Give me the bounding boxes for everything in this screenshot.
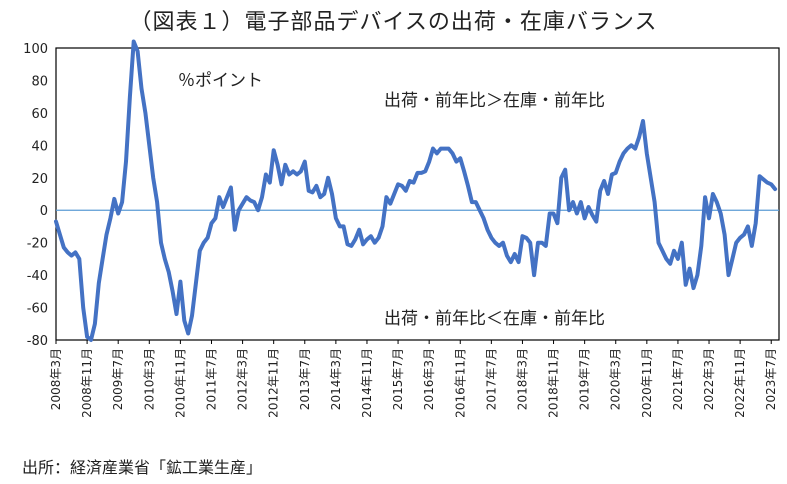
- plot-frame: [55, 47, 780, 341]
- annotation-upper: 出荷・前年比＞在庫・前年比: [384, 91, 605, 111]
- y-tick-label: 0: [40, 204, 48, 219]
- y-tick-label: -40: [27, 269, 48, 284]
- x-tick-label: 2011年7月: [204, 348, 218, 410]
- x-tick-label: 2016年11月: [453, 348, 467, 418]
- x-tick-label: 2014年11月: [360, 348, 374, 418]
- x-tick-label: 2009年7月: [111, 348, 125, 410]
- series-line-shipment-inventory-balance: [54, 39, 778, 342]
- x-tick-label: 2023年7月: [764, 348, 778, 410]
- annotation-lower: 出荷・前年比＜在庫・前年比: [384, 309, 605, 329]
- y-tick-label: -20: [27, 237, 48, 252]
- unit-label: ％ポイント: [178, 71, 263, 91]
- y-tick-label: 20: [31, 172, 48, 187]
- y-tick-label: -80: [27, 334, 48, 349]
- x-tick-label: 2020年3月: [609, 348, 623, 410]
- x-tick-label: 2012年3月: [236, 348, 250, 410]
- y-tick-label: 100: [23, 42, 48, 57]
- y-tick-label: 60: [31, 107, 48, 122]
- x-tick-label: 2020年11月: [640, 348, 654, 418]
- x-tick-label: 2008年3月: [49, 348, 63, 410]
- x-tick-label: 2018年11月: [547, 348, 561, 418]
- y-tick-label: -60: [27, 302, 48, 317]
- x-tick-label: 2022年11月: [733, 348, 747, 418]
- source-note: 出所：経済産業省「鉱工業生産」: [22, 458, 263, 477]
- x-tick-label: 2015年7月: [391, 348, 405, 410]
- chart-title: （図表１）電子部品デバイスの出荷・在庫バランス: [129, 10, 658, 35]
- x-tick-label: 2008年11月: [80, 348, 94, 418]
- x-tick-label: 2018年3月: [515, 348, 529, 410]
- x-axis: 2008年3月 2008年11月 2009年7月 2010年3月 2010年11月 201…: [49, 340, 778, 418]
- x-tick-label: 2012年11月: [267, 348, 281, 418]
- x-tick-label: 2013年7月: [298, 348, 312, 410]
- x-tick-label: 2019年7月: [578, 348, 592, 410]
- x-tick-label: 2010年3月: [142, 348, 156, 410]
- x-tick-label: 2022年3月: [702, 348, 716, 410]
- x-tick-label: 2014年3月: [329, 348, 343, 410]
- y-axis: -80 -60 -40 -20 0 20 40 60 80 100: [23, 42, 48, 349]
- y-tick-label: 80: [31, 74, 48, 89]
- x-tick-label: 2021年7月: [671, 348, 685, 410]
- x-tick-label: 2017年7月: [484, 348, 498, 410]
- x-tick-label: 2016年3月: [422, 348, 436, 410]
- y-tick-label: 40: [31, 139, 48, 154]
- x-tick-label: 2010年11月: [173, 348, 187, 418]
